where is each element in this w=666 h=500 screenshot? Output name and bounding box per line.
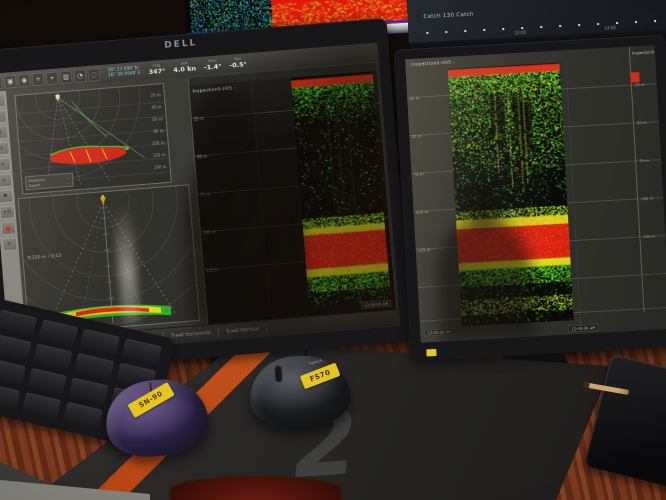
plus-button[interactable]: + xyxy=(0,126,8,140)
plus-button[interactable]: + xyxy=(0,142,10,156)
range-label: 60 m xyxy=(152,116,163,122)
record-dot-button[interactable]: ● xyxy=(0,221,16,235)
keyboard-key xyxy=(21,392,61,419)
collapse-icon[interactable]: ≫ xyxy=(0,75,3,89)
histogram-icon[interactable]: ▥ xyxy=(60,70,73,84)
chair-back xyxy=(170,476,342,500)
tab-trawl-vertical[interactable]: Trawl Vertical xyxy=(218,324,267,338)
keyboard-key xyxy=(69,377,109,404)
gain-icon[interactable]: ◔ xyxy=(73,69,86,83)
range-label: 140 m xyxy=(154,164,167,170)
dell-logo: DELL xyxy=(164,38,198,51)
mouse-label: FS70 xyxy=(300,363,340,390)
range-label: 40 m xyxy=(151,104,162,110)
timeline-time: 14:00 xyxy=(604,25,616,31)
speed-readout: Spd 4.0 kn xyxy=(173,60,197,74)
echogram-window: Inspection0-H05 - 25 m 50 m 75 m 100 m 1… xyxy=(405,45,666,343)
range-label: 80 m xyxy=(153,128,164,134)
keyboard-key xyxy=(0,383,20,410)
mini-panel-title: Inspection0-H05 xyxy=(632,49,654,55)
flag-button[interactable]: ⚑ xyxy=(0,189,13,203)
roll-readout: Roll -0.5° xyxy=(229,56,247,69)
mini-panel-echo xyxy=(630,72,640,82)
keyboard-key xyxy=(0,334,31,361)
mouse-label: SN-90 xyxy=(127,382,174,418)
display-mode-icon[interactable]: ▣ xyxy=(4,74,17,88)
echogram-title: Inspection0-H05 - xyxy=(411,60,455,67)
logitech-logo: logitech xyxy=(308,359,323,366)
sonar-main-area: 20 m 40 m 60 m 80 m 100 m 120 m 140 m Di… xyxy=(6,61,399,340)
echogram-timestamp: 12:00:00 AM xyxy=(424,328,454,337)
plus-button[interactable]: + xyxy=(1,237,17,251)
keyboard-key xyxy=(74,353,114,380)
record-icon[interactable]: ◉ xyxy=(18,73,31,87)
plus-button[interactable]: + xyxy=(0,158,11,172)
up-button[interactable]: ▴ xyxy=(0,110,7,124)
range-label: 20 m xyxy=(150,92,161,98)
position-readout: 78° 27.696' N 16° 39.4948' E xyxy=(107,66,140,79)
offset-button[interactable]: +0 xyxy=(0,205,15,219)
keyboard-key xyxy=(0,358,26,385)
echogram-timestamp: 12:00:00 AM xyxy=(361,299,392,308)
pitch-readout: Pitch -1.4° xyxy=(203,58,221,71)
tab-trawl-horizontal[interactable]: Trawl Horizontal xyxy=(164,327,220,341)
depth-label: 100 m xyxy=(641,196,653,202)
zoom-icon[interactable]: ◌ xyxy=(87,68,100,82)
depth-label: 125 m xyxy=(643,234,655,240)
echogram-panel[interactable]: Inspection0-H05 - 25 m 50 m 75 m 100 m 1… xyxy=(188,63,396,325)
time-gridline xyxy=(251,81,271,312)
longitude-value: 16° 39.4948' E xyxy=(108,71,141,79)
keyboard-key xyxy=(27,368,67,395)
heading-readout: Hdg 347° xyxy=(148,63,166,76)
photo-scene: Catch 130 Catch 10:00 14:00 acer 2 DELL … xyxy=(0,0,666,500)
timeline-time: 10:00 xyxy=(514,30,526,36)
catch-label: Catch 130 Catch xyxy=(423,12,473,21)
keyboard-key xyxy=(122,338,162,365)
bezel-sticker xyxy=(426,349,436,357)
keyboard-key xyxy=(63,402,103,429)
keyboard-key xyxy=(38,319,78,346)
keyboard-key xyxy=(33,343,73,370)
keyboard-key xyxy=(80,329,120,356)
depth-label: 75 m xyxy=(639,158,649,164)
depth-label: 25 m xyxy=(635,82,645,88)
echogram-title: Inspection0-H05 - xyxy=(192,86,236,94)
echogram-timestamp: 12:00:00 AM xyxy=(568,324,598,333)
depth-label: 50 m xyxy=(637,120,647,126)
echogram-canvas xyxy=(291,71,391,309)
target-icon[interactable]: ⌖ xyxy=(46,71,59,85)
plus-button[interactable]: + xyxy=(0,174,12,188)
right-monitor: Inspection0-H05 - 25 m 50 m 75 m 100 m 1… xyxy=(394,35,666,362)
marker-icon[interactable]: + xyxy=(32,72,45,86)
sonar-horizontal-panel[interactable]: 20 m 40 m 60 m 80 m 100 m 120 m 140 m Di… xyxy=(14,83,172,195)
range-label: 100 m xyxy=(152,140,165,146)
range-label: 120 m xyxy=(153,152,166,158)
keyboard-key xyxy=(0,309,37,336)
expand-button[interactable]: » xyxy=(0,94,6,108)
echogram-canvas xyxy=(448,63,574,327)
sonar-app-window: ≫ ▣ ◉ + ⌖ ▥ ◔ ◌ 78° 27.696' N 16° 39.494… xyxy=(0,43,400,358)
